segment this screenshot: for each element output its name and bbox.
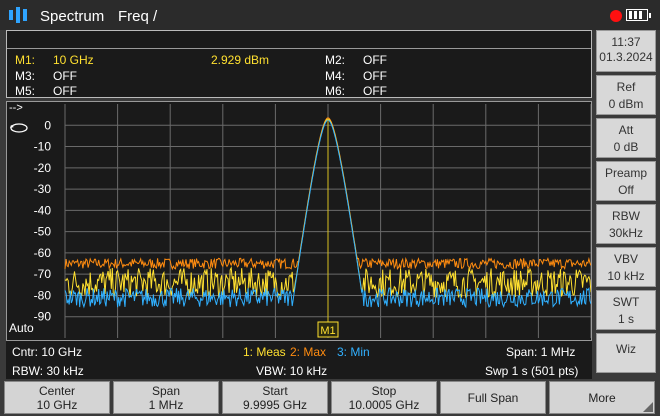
mode-title[interactable]: Freq / [118, 8, 158, 25]
rbw-button[interactable]: RBW 30kHz [596, 204, 656, 244]
clock-display: 11:37 01.3.2024 [596, 30, 656, 72]
trace-3-legend[interactable]: 3: Min [337, 345, 370, 359]
marker-5-label[interactable]: M5: [15, 84, 36, 98]
vbw-status: VBW: 10 kHz [256, 364, 328, 378]
swt-value: 1 s [617, 312, 634, 326]
marker-4-label[interactable]: M4: [325, 69, 346, 83]
y-tick-label: -60 [34, 246, 52, 260]
y-tick-label: 0 [44, 118, 51, 132]
ref-level-label: Ref [616, 80, 636, 94]
vbw-value: 10 kHz [607, 269, 645, 283]
marker-1-label[interactable]: M1: [15, 53, 36, 67]
marker-6-label[interactable]: M6: [325, 84, 346, 98]
swt-label: SWT [612, 295, 640, 309]
y-tick-label: -30 [34, 182, 52, 196]
record-indicator-icon [610, 10, 622, 22]
y-tick-label: -80 [34, 288, 52, 302]
vbw-label: VBV [613, 252, 638, 266]
attenuation-label: Att [618, 123, 634, 137]
preamp-button[interactable]: Preamp Off [596, 161, 656, 201]
y-tick-labels: 0 -10 -20 -30 -40 -50 -60 -70 -80 -90 [34, 118, 52, 323]
marker-3-label[interactable]: M3: [15, 69, 36, 83]
marker-3-value: OFF [53, 69, 77, 83]
span-status: Span: 1 MHz [506, 345, 576, 359]
span-softkey-value: 1 MHz [148, 398, 184, 412]
reference-arrow: --> [9, 102, 23, 114]
trace-2-legend[interactable]: 2: Max [290, 345, 327, 359]
y-tick-label: -90 [34, 310, 52, 324]
spectrum-plot-svg: 0 -10 -20 -30 -40 -50 -60 -70 -80 -90 M1 [34, 104, 591, 338]
attenuation-button[interactable]: Att 0 dB [596, 118, 656, 158]
stop-softkey-label: Stop [371, 384, 397, 398]
wizard-button[interactable]: Wiz [596, 333, 656, 373]
swt-button[interactable]: SWT 1 s [596, 290, 656, 330]
y-tick-label: -70 [34, 267, 52, 281]
stop-softkey-value: 10.0005 GHz [348, 398, 420, 412]
marker-4-value: OFF [363, 69, 387, 83]
top-bar: Spectrum Freq / [0, 0, 660, 30]
app-logo-icon [9, 7, 27, 23]
trace-max-line [64, 117, 591, 271]
y-tick-label: -20 [34, 161, 52, 175]
span-softkey[interactable]: Span 1 MHz [113, 381, 219, 414]
ref-level-value: 0 dBm [608, 97, 644, 111]
marker-panel: M1: 10 GHz 2.929 dBm M2: OFF M3: OFF M4:… [6, 30, 592, 98]
center-softkey[interactable]: Center 10 GHz [4, 381, 110, 414]
span-softkey-label: Span [151, 384, 181, 398]
start-softkey-label: Start [262, 384, 288, 398]
marker-5-value: OFF [53, 84, 77, 98]
rbw-label: RBW [612, 209, 640, 223]
preamp-label: Preamp [604, 166, 648, 180]
marker-1-frequency: 10 GHz [53, 53, 94, 67]
marker-2-value: OFF [363, 53, 387, 67]
app-title: Spectrum [40, 8, 105, 25]
y-tick-label: -10 [34, 140, 52, 154]
rotate-icon[interactable] [9, 122, 29, 134]
marker-6-value: OFF [363, 84, 387, 98]
clock-date: 01.3.2024 [599, 50, 653, 64]
marker-panel-header [7, 31, 591, 49]
y-tick-label: -40 [34, 203, 52, 217]
rbw-status: RBW: 30 kHz [12, 364, 84, 378]
full-span-softkey[interactable]: Full Span [440, 381, 546, 414]
sweep-status: Swp 1 s (501 pts) [485, 364, 579, 378]
clock-time: 11:37 [611, 35, 641, 49]
spectrum-plot[interactable]: 0 -10 -20 -30 -40 -50 -60 -70 -80 -90 M1 --> Auto [6, 101, 592, 341]
center-softkey-value: 10 GHz [36, 398, 78, 412]
stop-softkey[interactable]: Stop 10.0005 GHz [331, 381, 437, 414]
more-softkey-label: More [588, 391, 616, 405]
corner-fold-icon [643, 402, 653, 412]
softkey-bar: Center 10 GHz Span 1 MHz Start 9.9995 GH… [0, 381, 660, 416]
battery-icon [626, 9, 651, 21]
auto-label: Auto [9, 321, 34, 335]
trace-meas-line [64, 118, 591, 299]
marker-1-flag-label: M1 [320, 325, 335, 337]
ref-level-button[interactable]: Ref 0 dBm [596, 75, 656, 115]
more-softkey[interactable]: More [549, 381, 655, 414]
preamp-value: Off [618, 183, 634, 197]
marker-1-level: 2.929 dBm [211, 53, 270, 67]
center-softkey-label: Center [38, 384, 76, 398]
full-span-softkey-label: Full Span [467, 391, 519, 405]
center-status: Cntr: 10 GHz [12, 345, 83, 359]
vbw-button[interactable]: VBV 10 kHz [596, 247, 656, 287]
status-area: Cntr: 10 GHz 1: Meas 2: Max 3: Min Span:… [6, 341, 592, 379]
trace-1-legend[interactable]: 1: Meas [243, 345, 286, 359]
wizard-label: Wiz [616, 342, 636, 356]
y-tick-label: -50 [34, 225, 52, 239]
attenuation-value: 0 dB [613, 140, 639, 154]
start-softkey[interactable]: Start 9.9995 GHz [222, 381, 328, 414]
start-softkey-value: 9.9995 GHz [242, 398, 308, 412]
marker-1-flag[interactable]: M1 [317, 321, 339, 338]
rbw-value: 30kHz [608, 226, 643, 240]
marker-2-label[interactable]: M2: [325, 53, 346, 67]
